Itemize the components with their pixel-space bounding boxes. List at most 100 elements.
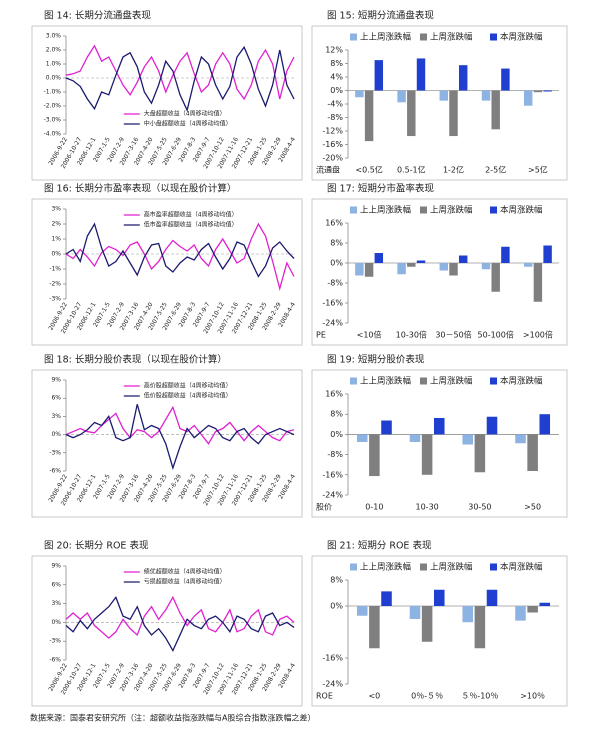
y-tick-label: -24%	[322, 680, 343, 689]
panel	[311, 369, 568, 518]
y-tick-label: -16%	[322, 470, 343, 479]
bar	[491, 263, 500, 292]
panel	[31, 25, 303, 181]
legend-label: 中小盘超额收益（4周移动均值）	[144, 120, 232, 128]
bar	[356, 606, 368, 616]
series-line	[65, 595, 295, 639]
y-tick-label: -3%	[49, 449, 61, 456]
bar	[421, 606, 433, 642]
bar	[397, 90, 406, 103]
x-axis-label: 股价	[316, 503, 332, 512]
y-tick-label: 12%	[325, 46, 343, 55]
legend-label: 上上周涨跌幅	[360, 205, 412, 216]
y-tick-label: -20%	[322, 154, 343, 163]
y-tick-label: 8%	[330, 576, 343, 585]
legend-label: 大盘超额收益（4周移动均值）	[144, 110, 226, 118]
bar	[462, 434, 474, 445]
bar	[474, 434, 486, 473]
series-line	[65, 222, 295, 278]
bar	[515, 434, 526, 444]
panel	[31, 198, 303, 346]
y-tick-label: 0.0%	[46, 75, 62, 82]
series-line	[65, 404, 295, 471]
y-tick-label: 2%	[51, 221, 61, 228]
bar	[407, 90, 416, 137]
legend-swatch	[420, 206, 427, 214]
x-tick-label: 30－50倍	[435, 330, 471, 340]
y-tick-label: -8%	[327, 450, 343, 459]
y-tick-label: -1%	[49, 266, 61, 273]
y-tick-label: 3%	[51, 600, 61, 607]
panel	[311, 198, 568, 346]
bar	[486, 416, 498, 435]
y-tick-label: -8%	[327, 113, 343, 122]
y-tick-label: 0%	[51, 619, 61, 626]
bar	[543, 245, 552, 263]
bar	[523, 90, 533, 106]
y-tick-label: 6%	[51, 581, 61, 588]
legend-swatch	[420, 563, 427, 571]
y-tick-label: -3%	[49, 296, 61, 303]
y-tick-label: -1.0%	[44, 89, 62, 96]
x-tick-label: 10-30倍	[396, 330, 427, 340]
y-tick-label: 16%	[325, 219, 343, 228]
bar	[458, 255, 468, 263]
x-tick-label: >50	[524, 503, 541, 512]
bar	[439, 263, 449, 271]
bar	[458, 65, 468, 91]
y-tick-label: -4.0%	[44, 131, 62, 138]
legend-label: 上上周涨跌幅	[360, 376, 412, 387]
legend-swatch	[490, 33, 497, 41]
bar	[416, 58, 426, 91]
y-tick-label: 0%	[330, 430, 343, 439]
y-tick-label: -6%	[49, 657, 61, 664]
bar	[409, 434, 421, 442]
panel	[311, 555, 568, 707]
figure-caption: 图 15: 短期分流通盘表现	[327, 10, 434, 22]
bar	[515, 606, 526, 621]
bar	[539, 602, 551, 606]
legend-label: 上周涨跌幅	[430, 32, 473, 43]
y-tick-label: -16%	[322, 140, 343, 149]
bar	[501, 68, 510, 91]
legend-label: 亏损超额收益（4周移动均值）	[144, 578, 226, 586]
figure-caption: 图 20: 长期分 ROE 表现	[44, 540, 149, 552]
y-tick-label: 9%	[51, 377, 61, 384]
y-tick-label: 0%	[330, 86, 343, 95]
legend-swatch	[350, 563, 357, 571]
legend-label: 本周涨跌幅	[500, 562, 543, 573]
bar	[364, 90, 374, 142]
legend-label: 上周涨跌幅	[430, 376, 473, 387]
figure-caption: 图 17: 短期分市盈率表现	[327, 183, 434, 195]
legend-label: 低市盈率超额收益（4周移动均值）	[144, 221, 238, 229]
y-tick-label: 0%	[51, 251, 61, 258]
legend-label: 本周涨跌幅	[500, 376, 543, 387]
y-tick-label: -12%	[322, 127, 343, 136]
x-tick-label: 1-2亿	[443, 165, 464, 175]
footer: 数据来源：国泰君安研究所（注：超额收益指涨跌幅与A股综合指数涨跌幅之差）	[30, 713, 315, 723]
y-tick-label: 0%	[330, 602, 343, 611]
legend-swatch	[420, 377, 427, 385]
y-tick-label: -16%	[322, 299, 343, 308]
legend-label: 绩优超额收益（4周移动均值）	[144, 568, 226, 576]
legend-label: 低价股超额收益（4周移动均值）	[144, 392, 232, 400]
bar	[374, 253, 384, 263]
bar	[543, 90, 552, 92]
bar	[381, 420, 392, 435]
legend-label: 上周涨跌幅	[430, 205, 473, 216]
figure-caption: 图 18: 长期分股价表现（以现在股价计算）	[44, 354, 227, 366]
bar	[381, 591, 392, 606]
series-line	[65, 45, 295, 113]
y-tick-label: -16%	[322, 654, 343, 663]
y-tick-label: 8%	[330, 59, 343, 68]
legend-label: 本周涨跌幅	[500, 32, 543, 43]
bar	[462, 606, 474, 623]
bar	[397, 263, 406, 275]
panel	[311, 25, 568, 181]
legend-label: 本周涨跌幅	[500, 205, 543, 216]
x-tick-label: <0	[368, 692, 380, 701]
bar	[356, 434, 368, 442]
y-tick-label: -2.0%	[44, 103, 62, 110]
y-tick-label: -8%	[327, 279, 343, 288]
